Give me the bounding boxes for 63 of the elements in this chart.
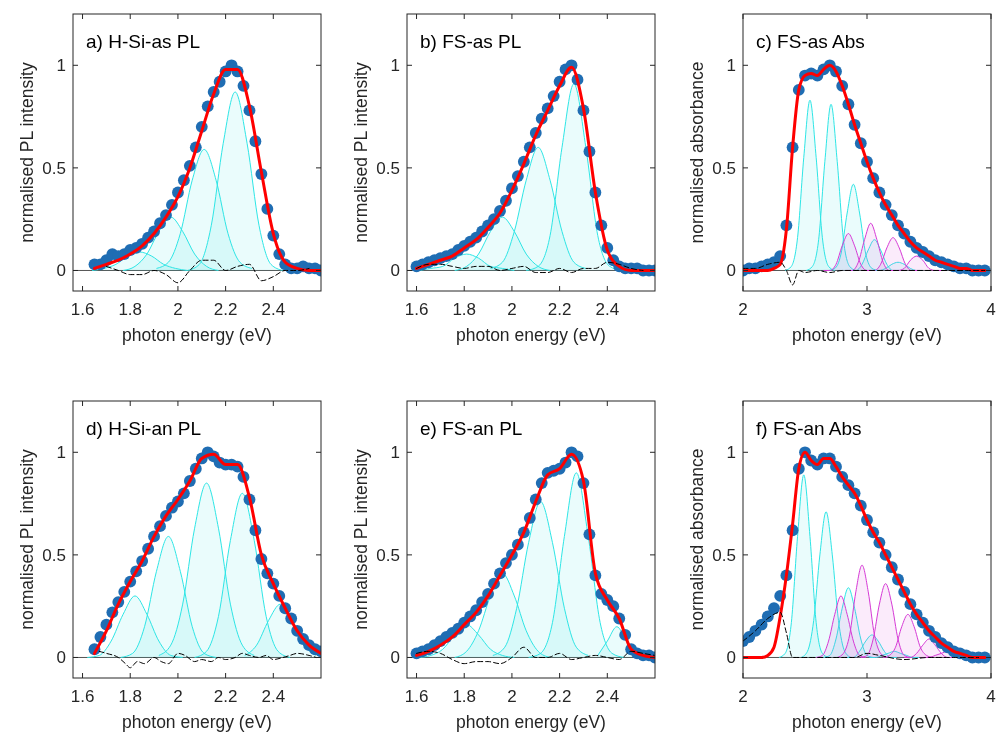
x-axis-title: photon energy (eV) bbox=[792, 712, 942, 732]
point bbox=[768, 602, 780, 615]
y-tick-label: 0 bbox=[56, 648, 66, 668]
text: a) H-Si-as PL bbox=[86, 31, 201, 52]
y-axis-title: normalised absorbance bbox=[687, 61, 707, 244]
x-tick-label: 2 bbox=[507, 300, 517, 319]
x-axis-title: photon energy (eV) bbox=[122, 325, 272, 345]
text: b) FS-as PL bbox=[420, 31, 522, 52]
y-axis-title: normalised PL intensity bbox=[351, 449, 371, 630]
y-tick-label: 0.5 bbox=[42, 545, 66, 565]
y-tick-label: 1 bbox=[390, 56, 400, 76]
x-tick-label: 2 bbox=[173, 687, 183, 706]
x-axis-title: photon energy (eV) bbox=[456, 325, 606, 345]
y-tick-label: 0 bbox=[726, 261, 736, 281]
y-tick-label: 0.5 bbox=[376, 545, 400, 565]
x-tick-label: 2.2 bbox=[547, 300, 572, 319]
y-tick-label: 0.5 bbox=[376, 158, 400, 178]
x-axis-title: photon energy (eV) bbox=[456, 712, 606, 732]
y-axis-title: normalised PL intensity bbox=[17, 449, 37, 630]
x-tick-label: 4 bbox=[986, 300, 996, 319]
text: d) H-Si-an PL bbox=[86, 418, 202, 439]
y-tick-label: 1 bbox=[726, 443, 736, 463]
y-tick-label: 0 bbox=[390, 261, 400, 281]
y-tick-label: 0 bbox=[390, 648, 400, 668]
y-tick-label: 1 bbox=[56, 56, 66, 76]
x-tick-label: 2.4 bbox=[595, 687, 620, 706]
x-tick-label: 2.4 bbox=[261, 300, 286, 319]
y-axis-title: normalised absorbance bbox=[687, 448, 707, 631]
x-tick-label: 1.6 bbox=[404, 687, 429, 706]
x-tick-label: 2 bbox=[507, 687, 517, 706]
y-tick-label: 1 bbox=[726, 56, 736, 76]
text: e) FS-an PL bbox=[420, 418, 523, 439]
y-tick-label: 1 bbox=[390, 443, 400, 463]
text: f) FS-an Abs bbox=[756, 418, 862, 439]
x-tick-label: 2.2 bbox=[547, 687, 572, 706]
x-tick-label: 1.6 bbox=[70, 687, 95, 706]
x-tick-label: 2 bbox=[738, 687, 748, 706]
x-tick-label: 2 bbox=[173, 300, 183, 319]
y-tick-label: 0.5 bbox=[712, 158, 736, 178]
y-axis-title: normalised PL intensity bbox=[17, 62, 37, 243]
x-axis-title: photon energy (eV) bbox=[122, 712, 272, 732]
y-tick-label: 0 bbox=[56, 261, 66, 281]
x-tick-label: 2.2 bbox=[213, 300, 238, 319]
x-tick-label: 1.6 bbox=[404, 300, 429, 319]
x-tick-label: 2.2 bbox=[213, 687, 238, 706]
x-tick-label: 1.8 bbox=[118, 687, 143, 706]
x-tick-label: 1.8 bbox=[452, 300, 477, 319]
x-tick-label: 1.8 bbox=[452, 687, 477, 706]
x-tick-label: 2 bbox=[738, 300, 748, 319]
text: c) FS-as Abs bbox=[756, 31, 865, 52]
x-tick-label: 1.8 bbox=[118, 300, 143, 319]
x-tick-label: 4 bbox=[986, 687, 996, 706]
x-tick-label: 2.4 bbox=[595, 300, 620, 319]
x-tick-label: 2.4 bbox=[261, 687, 286, 706]
x-axis-title: photon energy (eV) bbox=[792, 325, 942, 345]
y-tick-label: 1 bbox=[56, 443, 66, 463]
y-tick-label: 0 bbox=[726, 648, 736, 668]
x-tick-label: 1.6 bbox=[70, 300, 95, 319]
x-tick-label: 3 bbox=[862, 687, 872, 706]
y-axis-title: normalised PL intensity bbox=[351, 62, 371, 243]
y-tick-label: 0.5 bbox=[712, 545, 736, 565]
x-tick-label: 3 bbox=[862, 300, 872, 319]
y-tick-label: 0.5 bbox=[42, 158, 66, 178]
